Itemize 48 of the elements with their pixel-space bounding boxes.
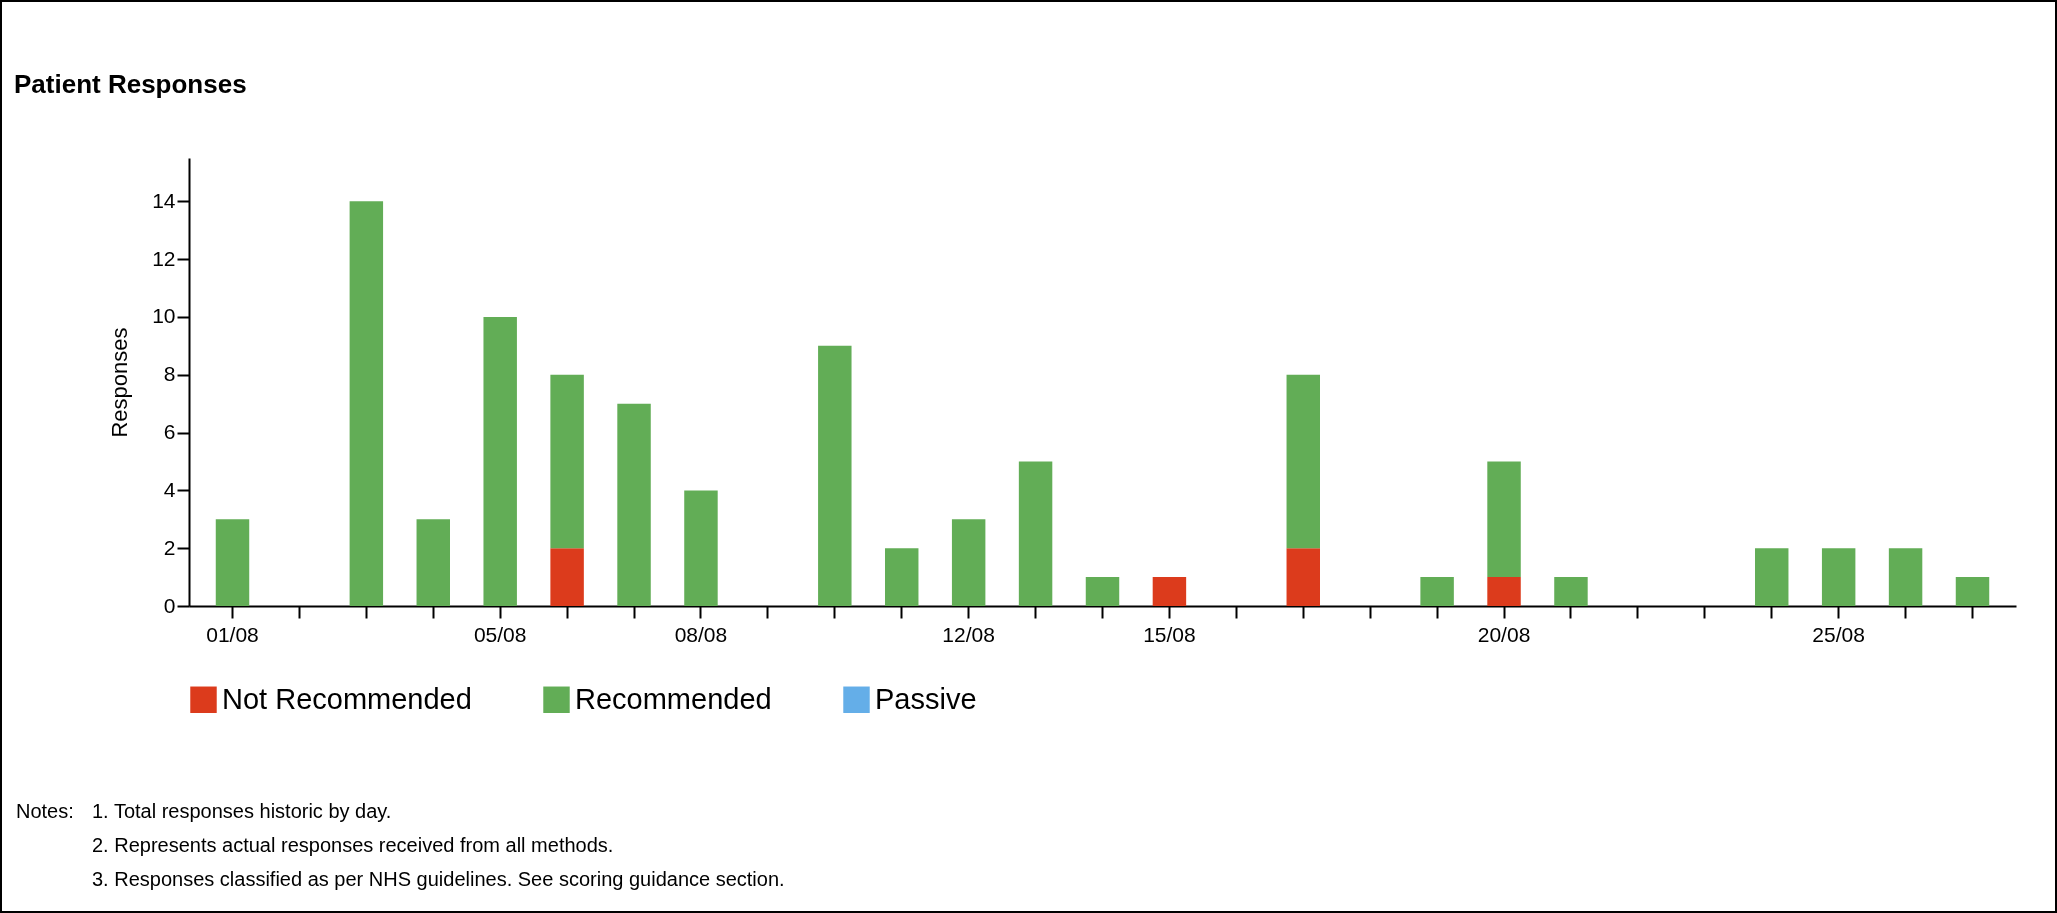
chart-title: Patient Responses — [14, 69, 247, 99]
x-tick-label: 15/08 — [1143, 622, 1196, 646]
bar — [215, 519, 250, 606]
y-tick-label: 6 — [163, 420, 176, 444]
y-tick-label: 14 — [152, 188, 176, 212]
bar — [1554, 577, 1588, 606]
bar — [818, 345, 852, 606]
bar — [951, 519, 986, 606]
y-tick-label: 10 — [152, 304, 176, 328]
bar — [550, 548, 584, 606]
legend-label: Passive — [875, 682, 977, 715]
bar — [1888, 548, 1923, 606]
text: 2. Represents actual responses received from all methods. — [92, 833, 614, 858]
bar — [1152, 577, 1187, 606]
bar — [1085, 577, 1120, 606]
legend-label: Not Recommended — [222, 682, 472, 715]
bar — [617, 403, 651, 606]
y-tick-label: 12 — [152, 246, 176, 270]
bar — [416, 519, 450, 606]
bar — [349, 201, 384, 606]
bar — [1955, 577, 1990, 606]
bar — [1487, 461, 1521, 578]
text: Notes: — [16, 799, 75, 824]
x-tick-label: 20/08 — [1477, 622, 1531, 646]
text: 3. Responses classified as per NHS guidelines. See scoring guidance section. — [92, 867, 785, 892]
x-tick-label: 12/08 — [942, 622, 995, 646]
x-tick-label: 05/08 — [473, 622, 527, 646]
bar — [1286, 548, 1320, 606]
bar — [1487, 577, 1521, 606]
bar — [550, 374, 584, 549]
bar — [1755, 548, 1789, 606]
y-tick-label: 8 — [163, 362, 176, 386]
y-tick-label: 4 — [163, 477, 176, 501]
text: 1. Total responses historic by day. — [92, 799, 392, 824]
bar — [885, 548, 919, 606]
legend-label: Recommended — [575, 682, 772, 715]
y-axis-title: Responses — [107, 327, 133, 438]
bar — [1018, 461, 1053, 606]
x-tick-label: 01/08 — [206, 622, 259, 646]
x-tick-label: 08/08 — [674, 622, 728, 646]
bar — [684, 490, 718, 606]
bar — [1821, 548, 1856, 606]
x-tick-label: 25/08 — [1812, 622, 1865, 646]
bar — [1286, 374, 1320, 549]
bar — [483, 316, 517, 606]
y-tick-label: 0 — [163, 593, 176, 617]
y-tick-label: 2 — [163, 535, 176, 559]
bar — [1420, 577, 1454, 606]
